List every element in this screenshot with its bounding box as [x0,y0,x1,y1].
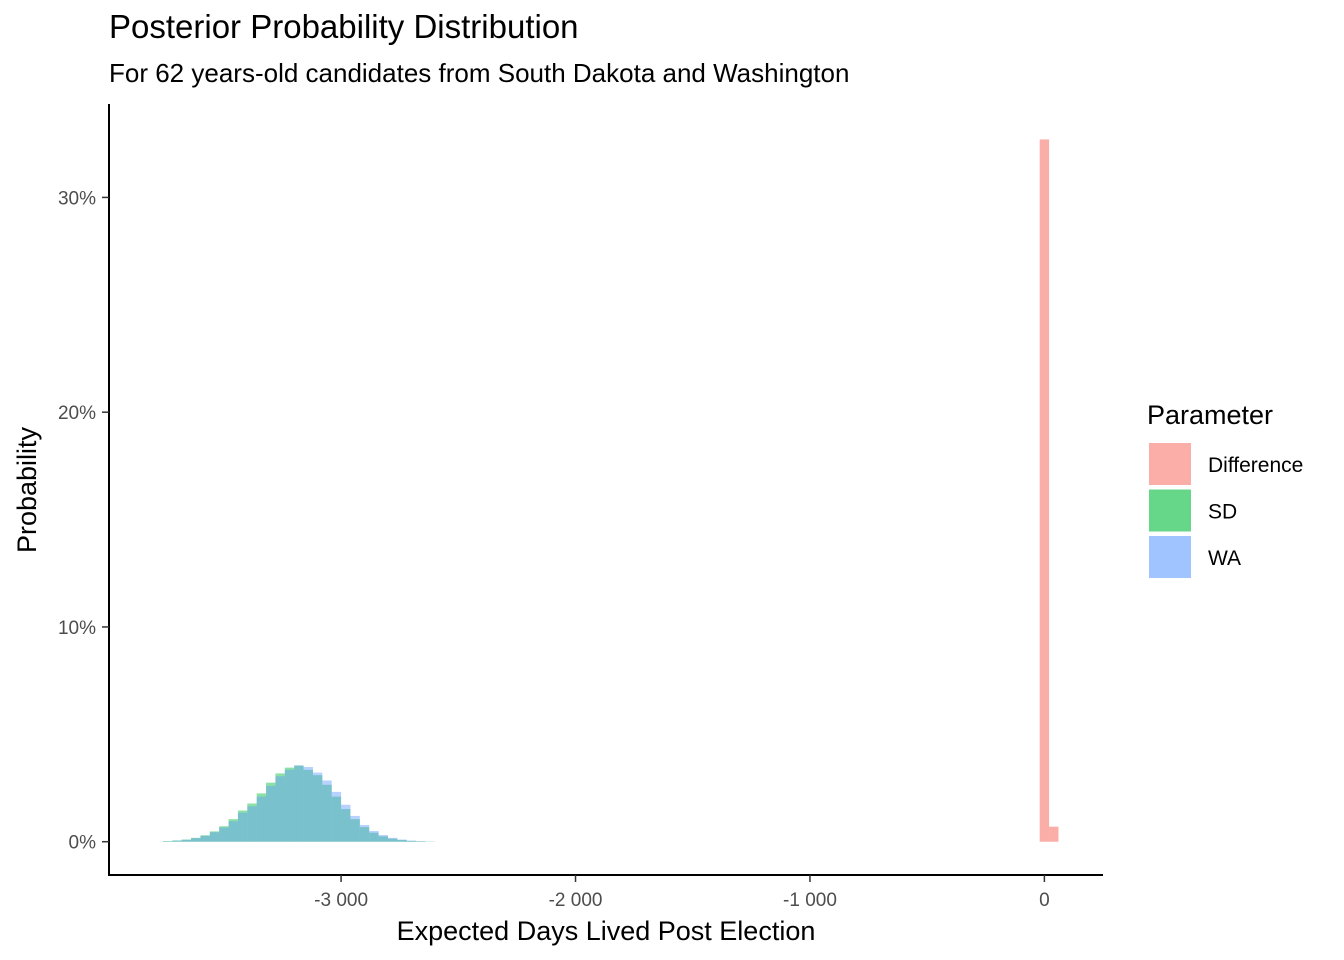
x-axis-title: Expected Days Lived Post Election [397,916,816,946]
bar-sd [369,832,379,842]
bar-sd [162,841,173,842]
bar-wa [172,840,182,842]
legend-label-sd: SD [1208,501,1237,524]
bar-sd [284,767,295,842]
bar-wa [191,838,201,842]
bar-wa [359,824,370,842]
bar-wa [350,815,360,842]
bar-sd [303,769,313,842]
bar-wa [378,835,388,842]
bar-sd [266,782,276,842]
bar-sd [406,840,417,842]
bar-sd [219,826,229,842]
bar-wa [228,821,238,842]
x-tick-label: 0 [1039,890,1050,911]
bar-wa [369,830,379,842]
y-tick-label: 30% [58,188,96,209]
bar-wa [322,780,332,842]
bar-wa [275,776,285,842]
x-tick-label: -2 000 [549,890,603,911]
chart-subtitle: For 62 years-old candidates from South D… [109,58,850,88]
bar-wa [284,769,295,842]
bar-sd [312,775,323,842]
bar-wa [312,772,323,842]
x-tick-label: -3 000 [314,890,368,911]
bar-wa [266,785,276,842]
x-tick-label: -1 000 [783,890,837,911]
bar-wa [209,832,220,842]
bar-sd [228,819,238,842]
bar-sd [341,809,351,842]
bar-sd [294,765,304,842]
bars-layer [162,139,1059,842]
y-axis-ticks: 0% 10% 20% 30% [58,188,109,854]
y-tick-label: 20% [58,403,96,424]
chart-title: Posterior Probability Distribution [109,8,579,45]
y-axis-title: Probability [12,426,42,553]
bar-sd [387,838,398,842]
bar-wa [387,837,398,842]
y-tick-label: 10% [58,618,96,639]
bar-wa [303,766,313,842]
bar-sd [350,819,360,842]
bar-wa [256,796,267,842]
bar-sd [191,837,201,842]
x-axis-ticks: -3 000 -2 000 -1 000 0 [314,875,1050,911]
y-tick-label: 0% [69,833,97,854]
bar-sd [322,784,332,842]
bar-difference [1039,139,1050,842]
legend-title: Parameter [1147,400,1273,430]
bar-sd [237,810,248,842]
legend-label-difference: Difference [1208,454,1303,477]
bar-wa [181,839,192,842]
legend-swatch-difference [1149,443,1191,485]
bar-sd [397,839,407,842]
legend: Parameter Difference SD WA [1147,400,1303,578]
bar-sd [256,793,267,842]
bar-wa [406,840,417,842]
bar-wa [397,839,407,842]
legend-swatch-sd [1149,489,1191,532]
bar-sd [181,839,192,842]
bar-wa [237,812,248,842]
bar-sd [378,836,388,842]
bar-wa [247,806,257,842]
bar-difference [1049,826,1059,842]
bar-sd [247,803,257,842]
bar-sd [172,840,182,842]
bar-wa [200,835,210,842]
legend-label-wa: WA [1208,547,1241,570]
bar-wa [219,827,229,842]
legend-swatch-wa [1149,536,1191,578]
bar-wa [416,841,426,842]
bar-sd [331,796,342,842]
bar-sd [359,827,370,842]
bar-wa [341,804,351,842]
bar-wa [331,791,342,842]
bar-wa [294,765,304,842]
bar-sd [275,773,285,842]
bar-sd [209,831,220,842]
bar-sd [200,835,210,842]
